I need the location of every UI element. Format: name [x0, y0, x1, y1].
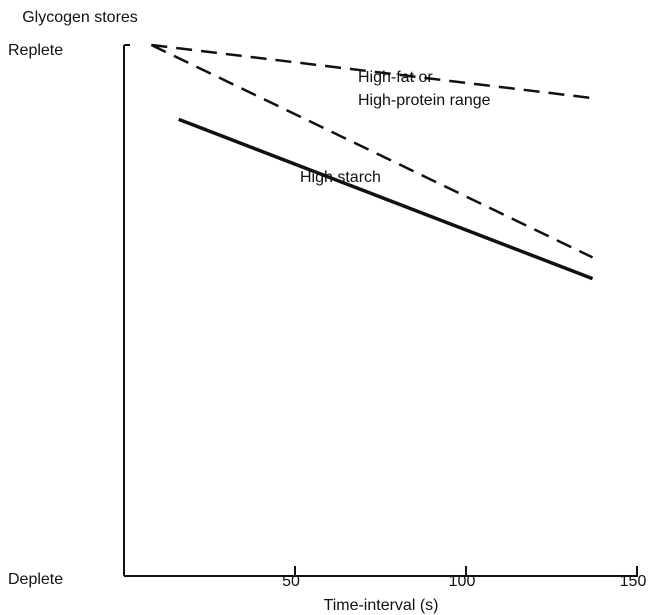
y-tick-label: Deplete: [8, 571, 63, 588]
x-tick-label: 50: [282, 573, 300, 590]
x-axis-label: Time-interval (s): [324, 597, 439, 614]
x-tick-label: 150: [620, 573, 647, 590]
x-tick-label: 100: [449, 573, 476, 590]
y-axis-label: Glycogen stores: [22, 9, 138, 26]
annotation: High-protein range: [358, 92, 491, 109]
line-series: [178, 117, 594, 281]
y-tick-label: Replete: [8, 42, 63, 59]
annotation: High-fat or: [358, 69, 433, 86]
line-series: [150, 43, 594, 259]
